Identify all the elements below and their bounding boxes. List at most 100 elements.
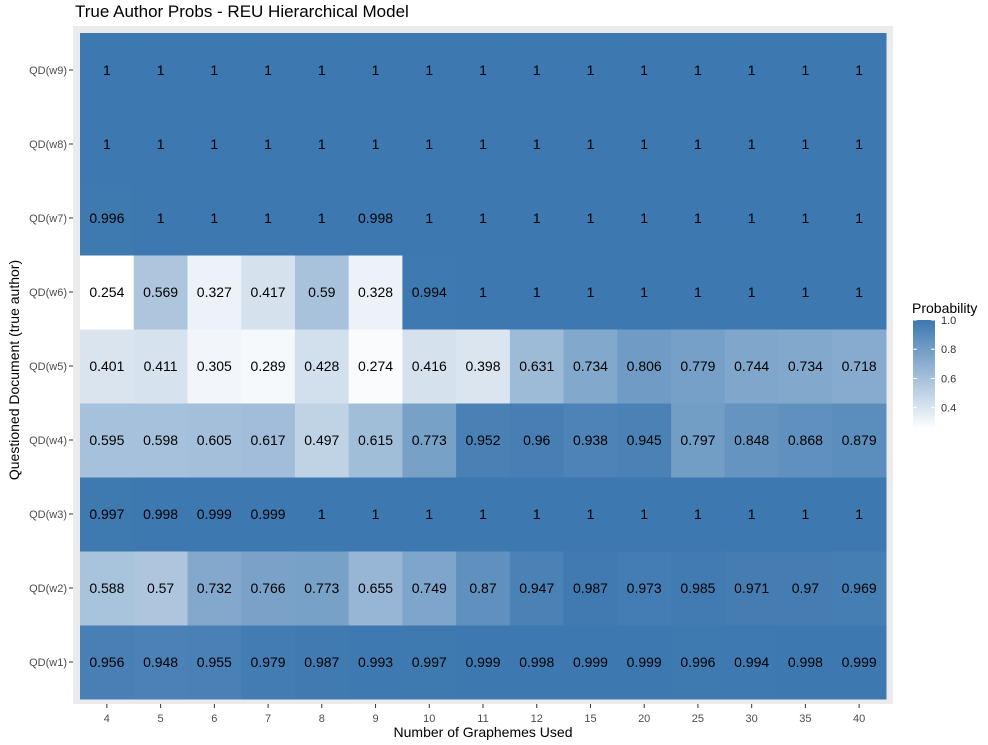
cell-value-label: 0.999 [465, 654, 500, 670]
cell-value-label: 0.948 [143, 654, 178, 670]
heatmap-cell [187, 255, 242, 330]
cell-value-label: 1 [587, 136, 595, 152]
cell-value-label: 0.993 [358, 654, 393, 670]
heatmap-cell [456, 181, 511, 256]
cell-value-label: 1 [425, 210, 433, 226]
heatmap-cell [80, 625, 135, 700]
cell-value-label: 1 [640, 284, 648, 300]
heatmap-cell [348, 403, 403, 478]
cell-value-label: 1 [479, 62, 487, 78]
heatmap-cell [294, 33, 350, 108]
cell-value-label: 0.938 [573, 432, 608, 448]
cell-value-label: 1 [210, 62, 218, 78]
heatmap-cell [671, 329, 726, 404]
cell-value-label: 1 [372, 506, 380, 522]
cell-value-label: 1 [802, 284, 810, 300]
cell-value-label: 1 [210, 136, 218, 152]
heatmap-cell [241, 255, 296, 330]
cell-value-label: 1 [855, 136, 863, 152]
cell-value-label: 1 [533, 506, 541, 522]
cell-value-label: 0.999 [197, 506, 232, 522]
heatmap-cell [509, 477, 565, 552]
x-tick-label: 10 [423, 713, 435, 725]
legend-colorbar [913, 320, 935, 429]
heatmap-cell [241, 181, 296, 256]
cell-value-label: 0.973 [627, 580, 662, 596]
cell-value-label: 1 [855, 506, 863, 522]
cell-value-label: 1 [802, 506, 810, 522]
legend-title: Probability [912, 300, 978, 316]
cell-value-label: 0.797 [680, 432, 715, 448]
cell-value-label: 0.999 [627, 654, 662, 670]
heatmap-cell [509, 33, 565, 108]
heatmap-cell [509, 403, 565, 478]
y-tick-label: QD(w5) [29, 361, 67, 373]
cell-value-label: 0.569 [143, 284, 178, 300]
heatmap-cell [187, 403, 242, 478]
cell-value-label: 1 [587, 62, 595, 78]
cell-value-label: 1 [802, 136, 810, 152]
cell-value-label: 0.328 [358, 284, 393, 300]
heatmap-cell [187, 551, 242, 626]
cell-value-label: 0.416 [412, 358, 447, 374]
cell-value-label: 0.401 [89, 358, 124, 374]
cell-value-label: 1 [157, 136, 165, 152]
heatmap-cell [348, 181, 403, 256]
heatmap-cell [456, 33, 511, 108]
y-tick-label: QD(w9) [29, 65, 67, 77]
heatmap-cell [402, 625, 457, 700]
heatmap-cell [832, 551, 887, 626]
heatmap-cell [241, 107, 296, 182]
x-tick-label: 40 [853, 713, 865, 725]
cell-value-label: 0.766 [251, 580, 286, 596]
cell-value-label: 1 [533, 62, 541, 78]
heatmap-cell [241, 329, 296, 404]
cell-value-label: 0.996 [680, 654, 715, 670]
heatmap-cell [133, 181, 188, 256]
cell-value-label: 0.734 [573, 358, 608, 374]
x-tick-label: 7 [265, 713, 271, 725]
heatmap-cell [402, 477, 457, 552]
heatmap-cell [778, 625, 833, 700]
x-tick-label: 15 [584, 713, 596, 725]
heatmap-cell [509, 329, 565, 404]
cell-value-label: 1 [103, 136, 111, 152]
cell-value-label: 1 [425, 506, 433, 522]
y-tick-label: QD(w1) [29, 657, 67, 669]
heatmap-cell [778, 551, 833, 626]
cell-value-label: 0.732 [197, 580, 232, 596]
cell-value-label: 0.998 [143, 506, 178, 522]
heatmap-cell [348, 255, 403, 330]
heatmap-cell-labels: 0.956 0.948 0.955 0.979 0.987 0.993 0.997 0.999… [89, 62, 877, 670]
heatmap-cell [402, 33, 457, 108]
heatmap-cell [402, 403, 457, 478]
x-tick-label: 12 [531, 713, 543, 725]
heatmap-cell [294, 181, 350, 256]
y-tick-label: QD(w3) [29, 509, 67, 521]
heatmap-cell [133, 625, 188, 700]
heatmap-cell [402, 181, 457, 256]
y-tick-label: QD(w7) [29, 213, 67, 225]
heatmap-cell [133, 255, 188, 330]
cell-value-label: 1 [694, 284, 702, 300]
heatmap-cell [832, 33, 887, 108]
cell-value-label: 0.59 [308, 284, 335, 300]
cell-value-label: 1 [372, 62, 380, 78]
cell-value-label: 1 [694, 506, 702, 522]
cell-value-label: 1 [264, 210, 272, 226]
x-tick-label: 11 [477, 713, 488, 725]
cell-value-label: 0.997 [89, 506, 124, 522]
cell-value-label: 1 [210, 210, 218, 226]
heatmap-cell [133, 403, 188, 478]
cell-value-label: 1 [855, 284, 863, 300]
heatmap-cell [80, 181, 135, 256]
heatmap-cell [187, 625, 242, 700]
heatmap-cell [617, 255, 672, 330]
cell-value-label: 0.999 [573, 654, 608, 670]
cell-value-label: 0.96 [523, 432, 550, 448]
x-tick-label: 35 [799, 713, 811, 725]
x-tick-label: 6 [211, 713, 217, 725]
heatmap-cell [402, 107, 457, 182]
heatmap-cell [563, 33, 618, 108]
